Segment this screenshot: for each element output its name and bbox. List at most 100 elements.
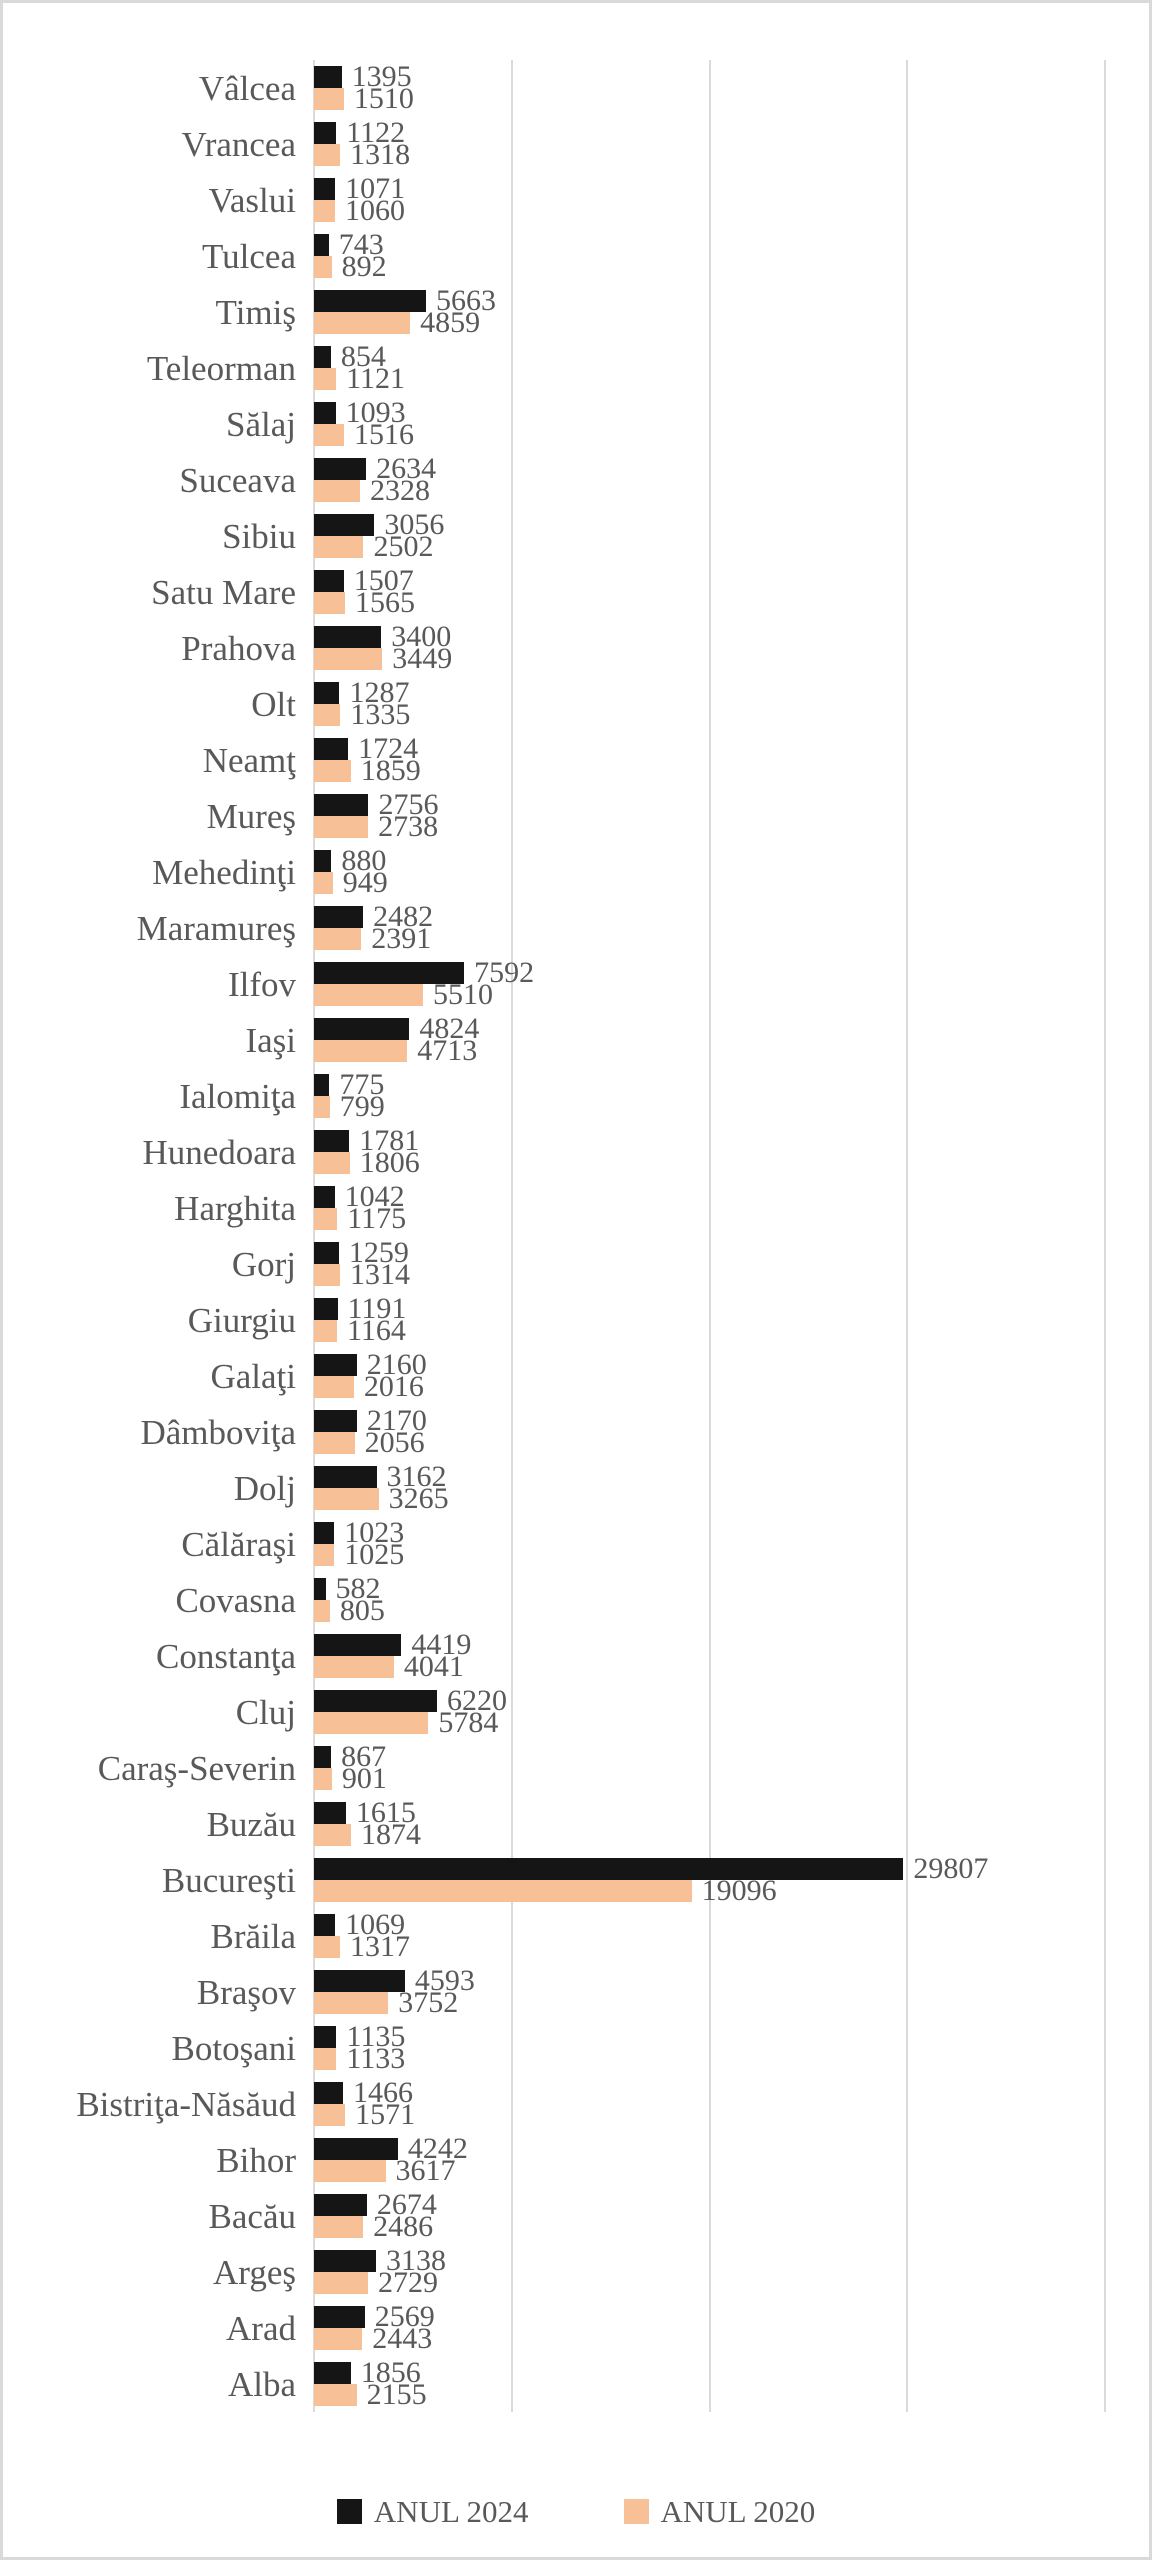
- bar-line: 3752: [314, 1988, 1105, 2018]
- bar-line: 1806: [314, 1148, 1105, 1178]
- bar-group: 880 949: [314, 846, 1105, 898]
- value-label: 1191: [347, 1292, 407, 1325]
- bar-group: 1724 1859: [314, 734, 1105, 786]
- value-label: 1806: [359, 1146, 420, 1179]
- bar-anul-2024: [314, 234, 329, 256]
- bar-line: 1565: [314, 588, 1105, 618]
- value-label: 2674: [376, 2188, 437, 2221]
- bar-group: 854 1121: [314, 342, 1105, 394]
- bar-line: 1317: [314, 1932, 1105, 1962]
- bar-anul-2020: [314, 1488, 379, 1510]
- bar-line: 1175: [314, 1204, 1105, 1234]
- chart-row: Botoşani 1135 1133: [3, 2020, 1105, 2076]
- chart-row: Sălaj 1093 1516: [3, 396, 1105, 452]
- value-label: 1318: [350, 138, 411, 171]
- bar-anul-2024: [314, 1130, 350, 1152]
- category-label: Giurgiu: [187, 1300, 296, 1340]
- value-label: 1615: [355, 1796, 416, 1829]
- bar-anul-2024: [314, 2082, 343, 2104]
- value-label: 1071: [345, 172, 406, 205]
- bar-anul-2020: [314, 1544, 335, 1566]
- chart-row: Vaslui 1071 1060: [3, 172, 1105, 228]
- category-label: Argeş: [213, 2252, 296, 2292]
- bar-anul-2024: [314, 1802, 346, 1824]
- category-label: Gorj: [231, 1244, 296, 1284]
- value-label: 4824: [419, 1012, 480, 1045]
- bar-line: 1133: [314, 2044, 1105, 2074]
- value-label: 1724: [358, 732, 419, 765]
- bar-group: 5663 4859: [314, 286, 1105, 338]
- value-label: 2482: [373, 900, 434, 933]
- chart-row: Brăila 1069 1317: [3, 1908, 1105, 1964]
- bar-anul-2020: [314, 1040, 408, 1062]
- bar-group: 3056 2502: [314, 510, 1105, 562]
- value-label: 2502: [373, 530, 434, 563]
- value-label: 4041: [403, 1650, 464, 1683]
- category-label: Călăraşi: [181, 1524, 296, 1564]
- bar-line: 2160: [314, 1350, 1105, 1380]
- category-label: Mehedinţi: [152, 852, 296, 892]
- bar-line: 867: [314, 1742, 1105, 1772]
- bar-line: 892: [314, 252, 1105, 282]
- bar-anul-2020: [314, 312, 411, 334]
- bar-group: 867 901: [314, 1742, 1105, 1794]
- category-label: Caraş-Severin: [97, 1748, 296, 1788]
- bar-group: 2160 2016: [314, 1350, 1105, 1402]
- bar-anul-2024: [314, 1746, 332, 1768]
- value-label: 1507: [353, 564, 414, 597]
- value-label: 5663: [435, 284, 496, 317]
- bar-line: 2502: [314, 532, 1105, 562]
- value-label: 1121: [346, 362, 406, 395]
- value-label: 5784: [438, 1706, 499, 1739]
- bar-anul-2024: [314, 1410, 357, 1432]
- value-label: 1781: [359, 1124, 420, 1157]
- chart-row: Bucureşti 29807 19096: [3, 1852, 1105, 1908]
- chart-row: Vrancea 1122 1318: [3, 116, 1105, 172]
- bar-line: 3617: [314, 2156, 1105, 2186]
- bar-group: 1023 1025: [314, 1518, 1105, 1570]
- bar-group: 2756 2738: [314, 790, 1105, 842]
- bar-anul-2024: [314, 794, 369, 816]
- bar-line: 1510: [314, 84, 1105, 114]
- value-label: 1069: [345, 1908, 406, 1941]
- category-label: Botoşani: [171, 2028, 296, 2068]
- bar-group: 2634 2328: [314, 454, 1105, 506]
- legend-item-anul-2020: ANUL 2020: [623, 2496, 815, 2527]
- bar-line: 4824: [314, 1014, 1105, 1044]
- bar-line: 1287: [314, 678, 1105, 708]
- value-label: 2634: [376, 452, 437, 485]
- bar-anul-2024: [314, 1466, 377, 1488]
- bar-line: 3400: [314, 622, 1105, 652]
- bar-anul-2024: [314, 1186, 335, 1208]
- gridline-30000: [906, 60, 909, 2412]
- bar-line: 1318: [314, 140, 1105, 170]
- value-label: 867: [341, 1740, 387, 1773]
- bar-line: 2482: [314, 902, 1105, 932]
- bar-anul-2020: [314, 1320, 338, 1342]
- bar-line: 2634: [314, 454, 1105, 484]
- bar-anul-2020: [314, 592, 345, 614]
- chart-row: Dâmboviţa 2170 2056: [3, 1404, 1105, 1460]
- bar-line: 2674: [314, 2190, 1105, 2220]
- bar-anul-2020: [314, 2272, 368, 2294]
- bar-line: 743: [314, 230, 1105, 260]
- chart-row: Galaţi 2160 2016: [3, 1348, 1105, 1404]
- bar-group: 1122 1318: [314, 118, 1105, 170]
- value-label: 1859: [360, 754, 421, 787]
- category-label: Timiş: [215, 292, 296, 332]
- category-label: Braşov: [196, 1972, 296, 2012]
- bar-line: 2056: [314, 1428, 1105, 1458]
- bar-anul-2020: [314, 984, 423, 1006]
- bar-anul-2024: [314, 290, 426, 312]
- value-label: 1516: [353, 418, 414, 451]
- bar-anul-2024: [314, 1242, 339, 1264]
- bar-line: 1060: [314, 196, 1105, 226]
- bar-group: 2482 2391: [314, 902, 1105, 954]
- legend-label-2024: ANUL 2024: [373, 2494, 529, 2529]
- value-label: 4419: [411, 1628, 472, 1661]
- chart-row: Tulcea 743 892: [3, 228, 1105, 284]
- gridline-10000: [510, 60, 513, 2412]
- bar-group: 4419 4041: [314, 1630, 1105, 1682]
- bar-group: 7592 5510: [314, 958, 1105, 1010]
- chart-row: Giurgiu 1191 1164: [3, 1292, 1105, 1348]
